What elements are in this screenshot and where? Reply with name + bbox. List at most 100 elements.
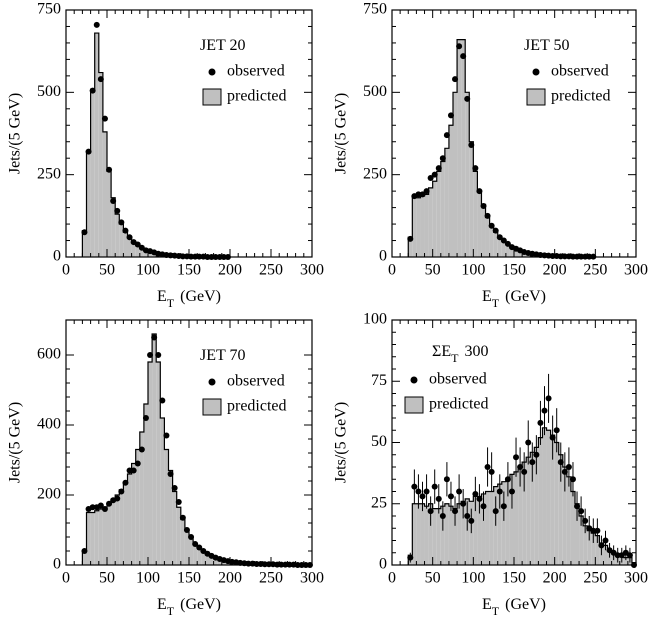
legend-marker bbox=[208, 378, 216, 386]
text-piece: (GeV) bbox=[505, 596, 546, 613]
y-tick-label: 500 bbox=[363, 83, 387, 100]
observed-point bbox=[101, 115, 108, 122]
observed-point bbox=[508, 488, 515, 495]
observed-point bbox=[553, 427, 560, 434]
predicted-bar bbox=[184, 530, 189, 565]
legend-label: observed bbox=[551, 63, 609, 80]
predicted-bar bbox=[570, 491, 575, 565]
predicted-bar bbox=[481, 493, 486, 565]
observed-point bbox=[118, 488, 125, 495]
observed-point bbox=[500, 503, 507, 510]
predicted-bar bbox=[94, 33, 99, 258]
x-tick-label: 150 bbox=[177, 262, 201, 279]
observed-point bbox=[447, 493, 454, 500]
observed-point bbox=[557, 459, 564, 466]
legend-swatch bbox=[202, 398, 222, 416]
x-tick-label: 200 bbox=[218, 262, 242, 279]
predicted-bar bbox=[575, 503, 580, 565]
predicted-bar bbox=[477, 496, 482, 565]
y-tick-label: 0 bbox=[379, 248, 387, 265]
observed-point bbox=[81, 229, 88, 236]
observed-point bbox=[179, 253, 186, 260]
observed-point bbox=[443, 476, 450, 483]
observed-point bbox=[89, 504, 96, 511]
predicted-bar bbox=[428, 503, 433, 565]
observed-point bbox=[626, 552, 633, 559]
observed-point bbox=[456, 43, 463, 50]
observed-point bbox=[476, 188, 483, 195]
predicted-bar bbox=[148, 362, 153, 565]
predicted-bar bbox=[107, 503, 112, 565]
predicted-bar bbox=[489, 225, 494, 257]
x-tick-label: 150 bbox=[502, 262, 526, 279]
observed-point bbox=[545, 395, 552, 402]
predicted-outline bbox=[407, 427, 637, 565]
observed-point bbox=[439, 155, 446, 162]
predicted-bar bbox=[201, 551, 206, 565]
predicted-bar bbox=[139, 432, 144, 565]
observed-point bbox=[549, 434, 556, 441]
panel-title: ΣET 300 bbox=[432, 343, 488, 365]
predicted-bar bbox=[90, 89, 95, 257]
panel-title: JET 20 bbox=[200, 37, 245, 54]
observed-point bbox=[159, 397, 166, 404]
panel: 0 50 100 150 200 250 300 0 250 500 750 ET (GeV) Jets/… bbox=[333, 1, 648, 310]
predicted-bar bbox=[143, 250, 148, 257]
predicted-bar bbox=[172, 491, 177, 565]
observed-point bbox=[525, 439, 532, 446]
y-axis-label: Jets/(5 GeV) bbox=[7, 93, 24, 174]
observed-point bbox=[411, 483, 418, 490]
predicted-bar bbox=[102, 507, 107, 565]
observed-point bbox=[302, 562, 309, 568]
observed-point bbox=[582, 517, 589, 524]
observed-point bbox=[265, 561, 272, 568]
y-tick-label: 750 bbox=[37, 1, 61, 18]
predicted-bar bbox=[526, 457, 531, 565]
x-tick-label: 100 bbox=[136, 570, 160, 587]
panel-title: JET 70 bbox=[200, 347, 245, 364]
predicted-bar bbox=[412, 197, 417, 257]
predicted-bar bbox=[518, 250, 523, 257]
x-tick-label: 150 bbox=[177, 570, 201, 587]
observed-point bbox=[598, 542, 605, 549]
x-tick-label: 50 bbox=[99, 570, 115, 587]
text-piece: T bbox=[492, 604, 500, 618]
predicted-bar bbox=[509, 474, 514, 565]
predicted-bar bbox=[497, 484, 502, 565]
y-tick-label: 50 bbox=[371, 433, 387, 450]
legend-label: predicted bbox=[227, 398, 287, 415]
predicted-bar bbox=[420, 503, 425, 565]
observed-point bbox=[504, 476, 511, 483]
observed-point bbox=[294, 562, 301, 568]
predicted-bar bbox=[86, 512, 91, 565]
observed-point bbox=[496, 234, 503, 241]
predicted-bar bbox=[168, 470, 173, 565]
predicted-bar bbox=[420, 196, 425, 257]
observed-point bbox=[212, 254, 219, 260]
predicted-bar bbox=[123, 482, 128, 565]
predicted-bar bbox=[509, 247, 514, 257]
observed-point bbox=[192, 253, 199, 260]
predicted-bar bbox=[583, 525, 588, 565]
y-tick-label: 250 bbox=[37, 165, 61, 182]
observed-point bbox=[282, 561, 289, 568]
observed-point bbox=[484, 464, 491, 470]
observed-point bbox=[565, 464, 572, 470]
legend-label: predicted bbox=[551, 88, 611, 105]
x-tick-label: 250 bbox=[583, 570, 607, 587]
text-piece: JET 50 bbox=[524, 37, 569, 54]
observed-point bbox=[245, 560, 252, 567]
predicted-bar bbox=[90, 512, 95, 565]
observed-point bbox=[415, 488, 422, 495]
y-axis-label: Jets/(5 GeV) bbox=[7, 402, 24, 483]
text-piece: E bbox=[157, 596, 167, 613]
observed-point bbox=[196, 544, 203, 551]
x-axis-label: ET (GeV) bbox=[482, 288, 546, 310]
observed-point bbox=[427, 174, 434, 181]
observed-point bbox=[278, 561, 285, 568]
observed-point bbox=[220, 254, 227, 260]
x-tick-label: 300 bbox=[300, 570, 324, 587]
observed-point bbox=[192, 541, 199, 547]
observed-point bbox=[106, 500, 113, 507]
